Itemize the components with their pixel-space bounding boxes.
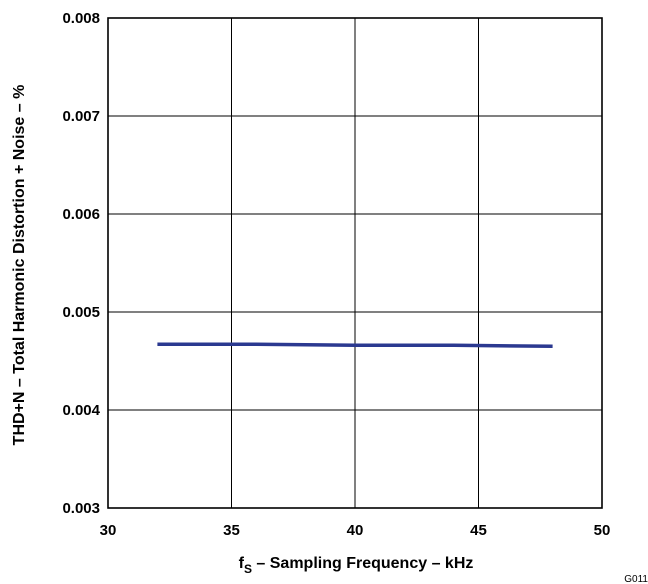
y-tick-labels: 0.003 0.004 0.005 0.006 0.007 0.008 (62, 10, 100, 517)
y-tick-label: 0.006 (62, 206, 100, 223)
x-tick-labels: 30 35 40 45 50 (100, 522, 611, 539)
y-tick-label: 0.003 (62, 500, 100, 517)
x-axis-title: fS – Sampling Frequency – kHz (239, 555, 474, 576)
x-tick-label: 30 (100, 522, 117, 539)
x-tick-label: 50 (594, 522, 611, 539)
grid (107, 17, 603, 509)
x-axis-title-subscript: S (244, 562, 252, 576)
x-axis-title-symbol: f (239, 555, 245, 572)
x-tick-label: 40 (347, 522, 364, 539)
figure-code: G011 (624, 574, 648, 584)
y-axis-title: THD+N – Total Harmonic Distortion + Nois… (11, 85, 28, 446)
x-tick-label: 45 (470, 522, 487, 539)
y-tick-label: 0.007 (62, 108, 100, 125)
x-tick-label: 35 (223, 522, 240, 539)
series-line-1 (157, 342, 553, 349)
y-tick-label: 0.005 (62, 304, 100, 321)
plot-frame (107, 17, 603, 509)
x-axis-title-text: – Sampling Frequency – kHz (252, 555, 473, 572)
y-tick-label: 0.008 (62, 10, 100, 27)
series-layer (157, 342, 553, 349)
y-tick-label: 0.004 (62, 402, 100, 419)
